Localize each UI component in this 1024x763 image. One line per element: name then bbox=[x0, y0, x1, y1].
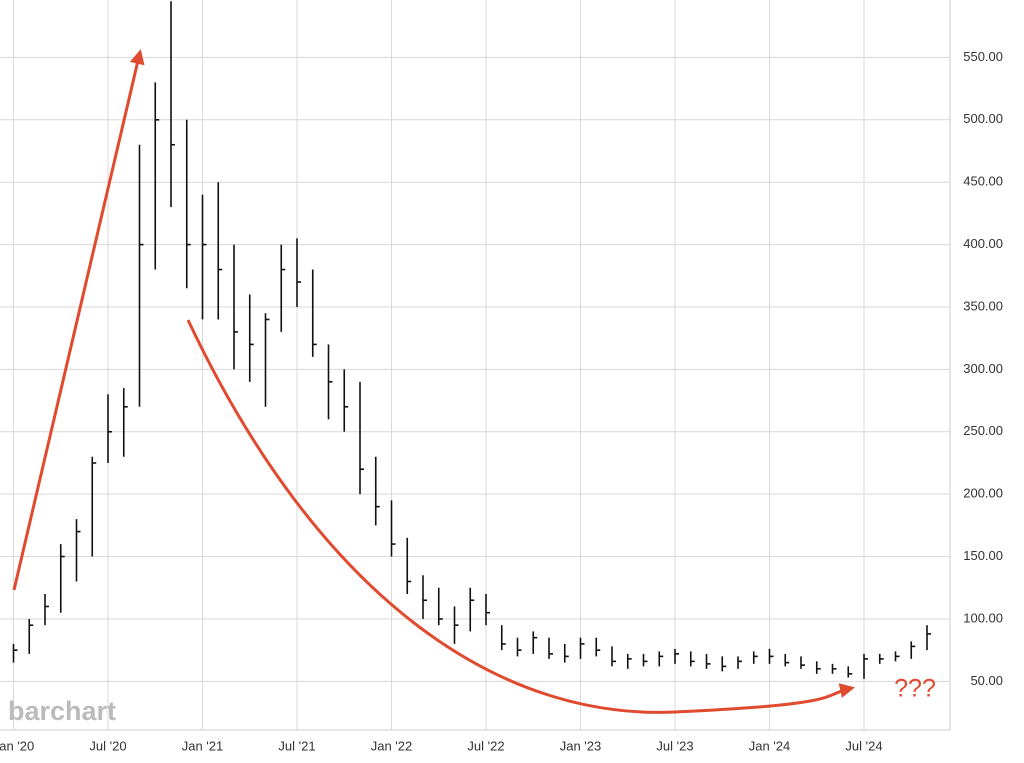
y-tick-label: 100.00 bbox=[963, 610, 1003, 625]
y-tick-label: 550.00 bbox=[963, 49, 1003, 64]
x-tick-label: Jul '20 bbox=[89, 738, 126, 753]
annotation: ??? bbox=[894, 675, 936, 703]
x-tick-label: Jul '22 bbox=[467, 738, 504, 753]
x-tick-label: Jul '24 bbox=[845, 738, 882, 753]
y-tick-label: 450.00 bbox=[963, 174, 1003, 189]
y-tick-label: 50.00 bbox=[970, 673, 1003, 688]
y-tick-label: 500.00 bbox=[963, 111, 1003, 126]
x-tick-label: Jan '24 bbox=[749, 738, 791, 753]
watermark: barchart bbox=[8, 696, 116, 726]
y-tick-label: 150.00 bbox=[963, 548, 1003, 563]
x-tick-label: Jan '23 bbox=[560, 738, 602, 753]
y-tick-label: 300.00 bbox=[963, 361, 1003, 376]
x-tick-label: Jul '21 bbox=[278, 738, 315, 753]
x-tick-label: Jan '20 bbox=[0, 738, 34, 753]
x-tick-label: Jan '22 bbox=[371, 738, 413, 753]
x-tick-label: Jan '21 bbox=[182, 738, 224, 753]
trend-arrow bbox=[12, 49, 145, 591]
y-tick-label: 200.00 bbox=[963, 486, 1003, 501]
curve-arrow bbox=[186, 319, 855, 714]
y-tick-label: 350.00 bbox=[963, 298, 1003, 313]
y-tick-label: 250.00 bbox=[963, 423, 1003, 438]
x-tick-label: Jul '23 bbox=[656, 738, 693, 753]
y-tick-label: 400.00 bbox=[963, 236, 1003, 251]
